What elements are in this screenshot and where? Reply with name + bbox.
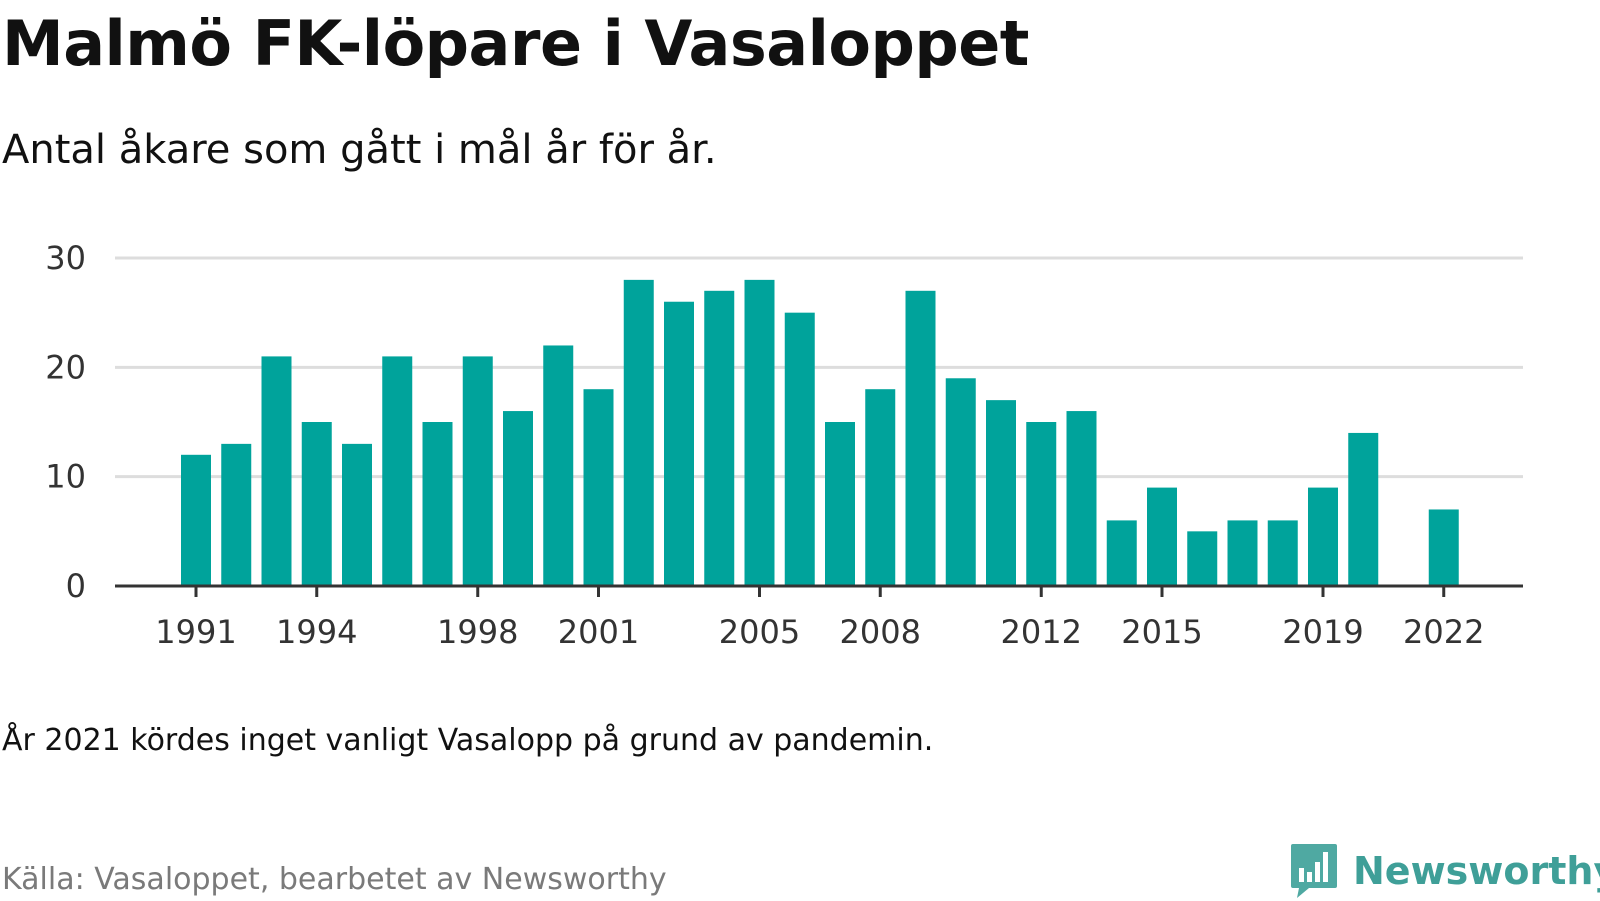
bar-1994 xyxy=(301,422,332,586)
x-tick-label: 2015 xyxy=(1121,613,1202,651)
x-tick-label: 2005 xyxy=(719,613,800,651)
bar-2001 xyxy=(583,389,614,586)
bar-2018 xyxy=(1267,520,1298,586)
bar-1997 xyxy=(422,422,453,586)
bar-2003 xyxy=(664,301,694,586)
bar-2019 xyxy=(1308,487,1338,586)
bar-2013 xyxy=(1066,411,1097,586)
bar-2015 xyxy=(1147,487,1177,586)
bar-1993 xyxy=(261,356,292,586)
axes xyxy=(115,584,1523,597)
bar-2011 xyxy=(986,400,1016,586)
bar-1992 xyxy=(221,443,252,586)
bar-chart: 0 10 20 30 1991 1994 1998 2001 2005 2008 2012 2015 2… xyxy=(45,239,1523,651)
source-text: Källa: Vasaloppet, bearbetet av Newswort… xyxy=(2,862,667,897)
bar-chart-icon xyxy=(1291,844,1337,898)
y-tick-label: 20 xyxy=(45,348,86,386)
bar-2000 xyxy=(543,345,574,586)
logo-text: Newsworthy xyxy=(1353,849,1600,893)
bar-2004 xyxy=(704,290,735,586)
bar-1998 xyxy=(462,356,493,586)
x-tick-label: 1998 xyxy=(437,613,518,651)
chart-title: Malmö FK-löpare i Vasaloppet xyxy=(2,7,1029,80)
x-tick-label: 1991 xyxy=(155,613,236,651)
y-tick-label: 0 xyxy=(66,567,86,605)
bar-2002 xyxy=(623,279,654,586)
bar-1999 xyxy=(503,411,533,586)
bar-1996 xyxy=(382,356,413,586)
bar-2006 xyxy=(784,312,815,586)
bar-2009 xyxy=(905,290,936,586)
bar-2020 xyxy=(1348,432,1379,586)
x-tick-label: 2022 xyxy=(1403,613,1484,651)
newsworthy-logo: Newsworthy xyxy=(1289,841,1600,901)
y-tick-label: 30 xyxy=(45,239,86,277)
bar-2017 xyxy=(1227,520,1258,586)
bar-2012 xyxy=(1026,422,1057,586)
x-tick-label: 2019 xyxy=(1282,613,1363,651)
y-tick-label: 10 xyxy=(45,458,86,496)
bar-2007 xyxy=(825,422,855,586)
chart-subtitle: Antal åkare som gått i mål år för år. xyxy=(2,127,717,173)
x-tick-label: 2008 xyxy=(840,613,921,651)
tick-labels: 0 10 20 30 1991 1994 1998 2001 2005 2008 2012 2015 2… xyxy=(45,239,1484,651)
bar-1995 xyxy=(342,443,372,586)
bar-1991 xyxy=(181,454,211,586)
bar-2014 xyxy=(1106,520,1137,586)
bar-2022 xyxy=(1428,509,1459,586)
x-tick-label: 2012 xyxy=(1001,613,1082,651)
bar-2016 xyxy=(1187,531,1218,586)
bar-2010 xyxy=(945,378,976,586)
x-tick-label: 1994 xyxy=(276,613,357,651)
bar-2008 xyxy=(865,389,896,586)
footnote: År 2021 kördes inget vanligt Vasalopp på… xyxy=(2,723,934,758)
bar-2005 xyxy=(744,279,775,586)
bars xyxy=(181,279,1459,586)
x-tick-label: 2001 xyxy=(558,613,639,651)
